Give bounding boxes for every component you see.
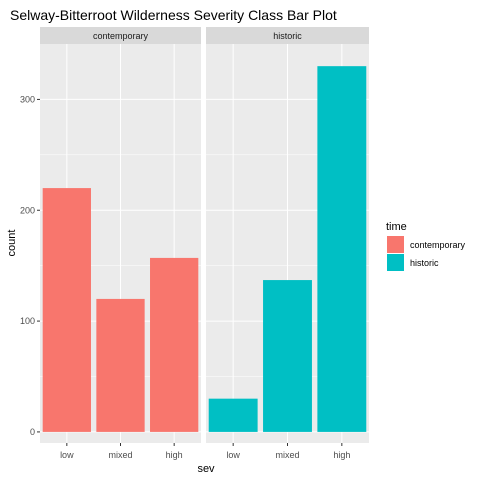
y-axis: 0 100 200 300 [20,94,40,437]
bar-historic-low [208,398,258,432]
y-tick-label: 100 [20,316,35,326]
y-tick-label: 200 [20,205,35,215]
x-tick-label: mixed [108,450,132,460]
bar-historic-mixed [263,280,312,432]
facet-strip [206,27,369,44]
legend-key-contemporary [387,236,404,253]
y-tick-label: 0 [30,427,35,437]
x-tick-label: high [166,450,183,460]
bar-contemporary-high [150,257,199,432]
x-tick-label: low [226,450,240,460]
x-axis-title: sev [197,463,215,475]
legend: time contemporary historic [386,221,466,271]
facet-panel-historic: historic [206,27,369,443]
x-tick-label: mixed [275,450,299,460]
x-tick-label: low [60,450,74,460]
bar-historic-high [317,66,367,432]
legend-key-historic [387,254,404,271]
facet-strip [40,27,201,44]
x-tick-label: high [333,450,350,460]
bar-contemporary-mixed [96,298,145,432]
facet-strip-label: historic [273,31,302,41]
chart-title: Selway-Bitterroot Wilderness Severity Cl… [10,7,337,23]
facet-panel-contemporary: contemporary [40,27,201,443]
bar-contemporary-low [42,188,91,432]
legend-label-historic: historic [410,258,439,268]
y-tick-label: 300 [20,94,35,104]
y-axis-title: count [6,230,18,257]
x-axis: low mixed high low mixed high [60,443,350,460]
facet-strip-label: contemporary [93,31,149,41]
legend-title: time [386,221,407,233]
legend-label-contemporary: contemporary [410,240,466,250]
